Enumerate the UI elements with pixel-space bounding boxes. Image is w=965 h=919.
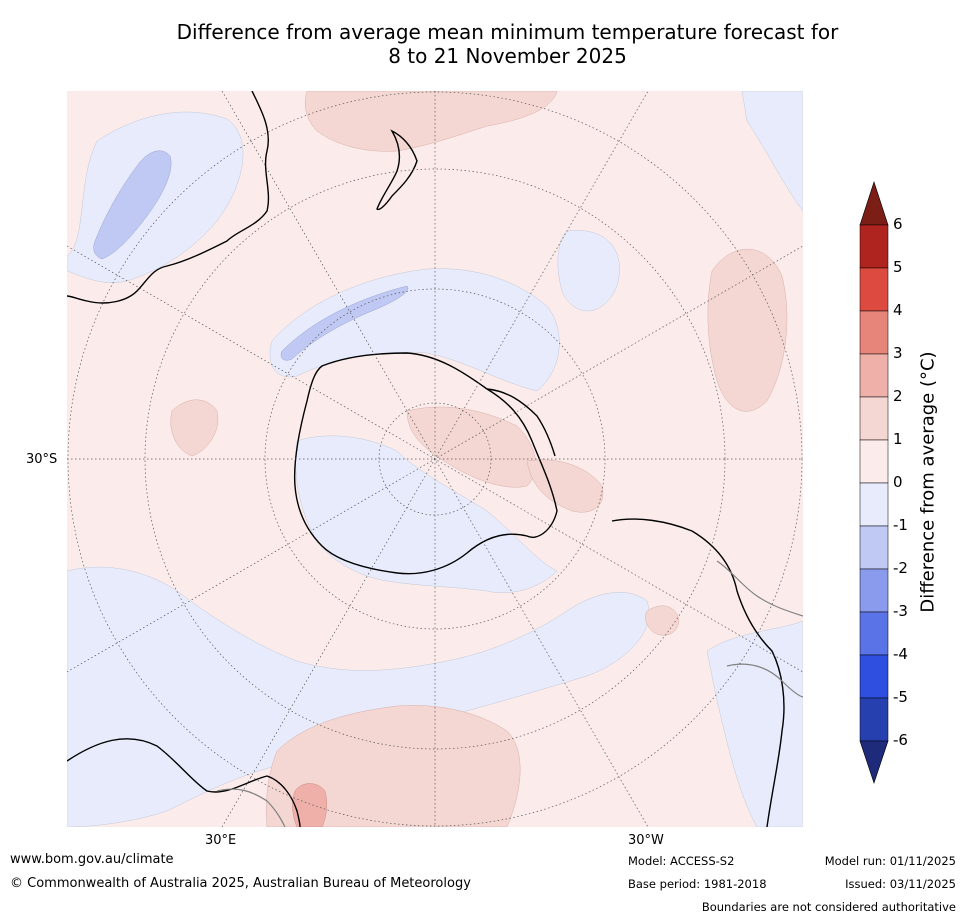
colorbar-arrow-bottom — [859, 740, 889, 784]
colorbar-tick-m4: -4 — [893, 645, 908, 663]
colorbar-tick-m6: -6 — [893, 731, 908, 749]
graticule-lat-60 — [264, 288, 606, 630]
colorbar-band-m2-to-m1 — [859, 525, 889, 570]
border-argentina-chile — [716, 560, 803, 617]
colorbar-tick-4: 4 — [893, 301, 903, 319]
lat-label-30s: 30°S — [26, 452, 58, 467]
colorbar-band-m4-to-m3 — [859, 611, 889, 656]
region-warm-core-south — [292, 783, 327, 827]
colorbar-tick-m5: -5 — [893, 688, 908, 706]
region-southern-ocean-south — [67, 566, 650, 827]
graticule — [67, 91, 803, 827]
region-west-warm-patch — [170, 399, 219, 457]
colorbar-band-4-to-5 — [859, 267, 889, 312]
footer-copyright: © Commonwealth of Australia 2025, Austra… — [10, 876, 471, 891]
colorbar-band-5-to-6 — [859, 224, 889, 269]
forecast-map — [67, 91, 803, 827]
border-brazil — [726, 663, 803, 698]
colorbar — [859, 181, 889, 784]
region-south-america-east — [706, 620, 803, 827]
footer-disclaimer: Boundaries are not considered authoritat… — [701, 900, 956, 914]
anomaly-minus1-to-0 — [67, 91, 803, 827]
colorbar-band-m1-to-0 — [859, 482, 889, 527]
meridian-d — [221, 91, 649, 827]
australia-coast — [67, 91, 270, 304]
region-weddell-warm — [526, 459, 604, 513]
colorbar-tick-3: 3 — [893, 344, 903, 362]
antarctica-coast — [293, 352, 558, 575]
chart-title: Difference from average mean minimum tem… — [0, 20, 965, 68]
anomaly-minus2-to-minus1 — [93, 150, 409, 361]
colorbar-tick-m1: -1 — [893, 516, 908, 534]
colorbar-band-m5-to-m4 — [859, 654, 889, 699]
africa-coast — [67, 738, 301, 827]
coastlines — [67, 91, 785, 827]
south-america-coast — [611, 518, 785, 827]
colorbar-band-m3-to-m2 — [859, 568, 889, 613]
lon-label-30w: 30°W — [628, 833, 664, 848]
region-polar-ring-cool — [280, 285, 409, 361]
colorbar-band-0-to-1 — [859, 439, 889, 484]
anomaly-2-to-3 — [292, 783, 327, 827]
colorbar-tick-1: 1 — [893, 430, 903, 448]
colorbar-tick-6: 6 — [893, 215, 903, 233]
footer-base-period: Base period: 1981-2018 — [628, 877, 767, 891]
colorbar-title: Difference from average (°C) — [917, 351, 939, 613]
border-southern-africa — [216, 788, 286, 827]
region-atlantic-warm — [707, 248, 788, 412]
footer-issued: Issued: 03/11/2025 — [845, 877, 956, 891]
region-indian-ocean-cool — [93, 150, 172, 260]
colorbar-arrow-top — [859, 181, 889, 226]
region-pacific-patch — [557, 230, 620, 312]
colorbar-tick-2: 2 — [893, 387, 903, 405]
title-line-1: Difference from average mean minimum tem… — [176, 20, 839, 44]
region-tasman-warm — [304, 91, 558, 152]
footer-website[interactable]: www.bom.gov.au/climate — [10, 852, 174, 867]
footer-model: Model: ACCESS-S2 — [628, 854, 735, 868]
new-zealand-coast — [376, 129, 418, 211]
region-indian-warm-south — [266, 705, 521, 827]
colorbar-tick-5: 5 — [893, 258, 903, 276]
colorbar-tick-m3: -3 — [893, 602, 908, 620]
colorbar-band-3-to-4 — [859, 310, 889, 355]
colorbar-band-m6-to-m5 — [859, 697, 889, 742]
lon-label-30e: 30°E — [205, 833, 237, 848]
anomaly-1-to-2 — [170, 91, 788, 827]
colorbar-band-1-to-2 — [859, 396, 889, 441]
title-line-2: 8 to 21 November 2025 — [388, 44, 627, 68]
footer-model-run: Model run: 01/11/2025 — [824, 854, 956, 868]
region-atlantic-north — [741, 91, 803, 212]
colorbar-tick-m2: -2 — [893, 559, 908, 577]
colorbar-tick-0: 0 — [893, 473, 903, 491]
graticule-lat-45 — [144, 168, 726, 750]
antarctic-peninsula — [486, 388, 556, 457]
colorbar-band-2-to-3 — [859, 353, 889, 398]
country-borders — [216, 560, 803, 827]
